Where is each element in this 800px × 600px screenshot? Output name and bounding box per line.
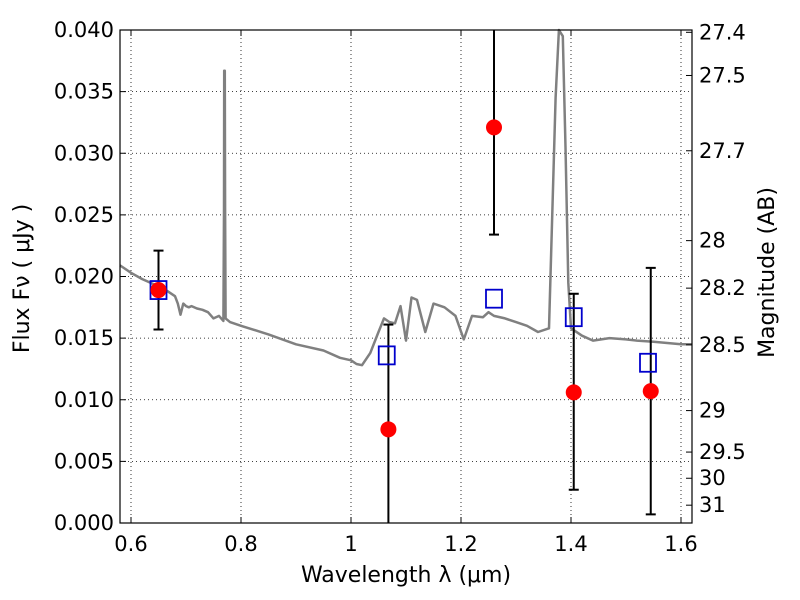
y-tick-label: 0.025 [54, 203, 114, 227]
observed-photometry-points [150, 119, 659, 438]
spectrum-line [119, 28, 692, 367]
axis-ticks [120, 29, 692, 524]
magnitude-tick-label: 29 [699, 399, 726, 423]
magnitude-tick-label: 27.4 [699, 20, 746, 44]
x-tick-labels: 0.6 0.8 1 1.2 1.4 1.6 [114, 532, 697, 556]
grid [120, 29, 692, 524]
y-axis-label-right: Magnitude (AB) [755, 187, 780, 358]
magnitude-tick-label: 29.5 [699, 440, 746, 464]
observed-flux-point [380, 421, 397, 438]
y-tick-labels: 0.000 0.005 0.010 0.015 0.020 0.025 0.030 0.035… [54, 18, 114, 535]
x-tick-label: 0.6 [114, 532, 147, 556]
y-tick-label: 0.020 [54, 265, 114, 289]
y-tick-label: 0.000 [54, 511, 114, 535]
y-tick-label: 0.030 [54, 141, 114, 165]
model-flux-square [564, 307, 583, 328]
model-spectrum [119, 28, 692, 367]
x-tick-label: 1.6 [664, 532, 697, 556]
model-flux-square [485, 288, 503, 309]
magnitude-tick-label: 28.2 [699, 276, 746, 300]
magnitude-tick-label: 28 [699, 229, 726, 253]
x-tick-label: 0.8 [224, 532, 257, 556]
y-axis-label-left: Flux Fν ( μJy ) [10, 204, 35, 353]
x-tick-label: 1 [344, 532, 357, 556]
observed-flux-point [565, 384, 582, 401]
x-axis-label: Wavelength λ (μm) [301, 563, 511, 588]
y-tick-label: 0.010 [54, 388, 114, 412]
model-flux-square [377, 345, 396, 366]
magnitude-tick-label: 28.5 [699, 333, 746, 357]
y-tick-label: 0.005 [54, 449, 114, 473]
magnitude-tick-label: 30 [699, 466, 726, 490]
y-tick-label: 0.035 [54, 80, 114, 104]
magnitude-tick-labels: 27.4 27.5 27.7 28 28.2 28.5 29 29.530 31 [699, 20, 746, 517]
model-flux-square [639, 352, 657, 373]
x-tick-label: 1.4 [554, 532, 587, 556]
magnitude-tick-label: 31 [699, 493, 726, 517]
magnitude-tick-label: 27.5 [699, 63, 746, 87]
observed-flux-point [486, 119, 502, 136]
plot-frame [119, 29, 693, 524]
observed-flux-point [642, 383, 659, 400]
magnitude-tick-label: 27.7 [699, 139, 746, 163]
observed-flux-point [150, 282, 167, 299]
x-tick-label: 1.2 [444, 532, 477, 556]
y-tick-label: 0.015 [54, 326, 114, 350]
y-tick-label: 0.040 [54, 18, 114, 42]
